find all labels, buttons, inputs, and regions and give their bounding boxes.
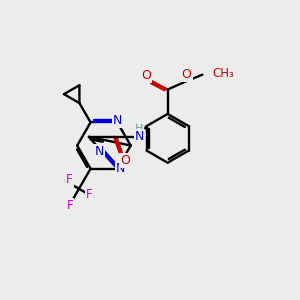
Text: F: F — [86, 188, 92, 201]
Text: O: O — [120, 154, 130, 167]
Text: F: F — [66, 173, 73, 186]
Text: H: H — [135, 124, 144, 134]
Text: CH₃: CH₃ — [213, 67, 235, 80]
Text: N: N — [135, 130, 144, 143]
Text: F: F — [67, 199, 73, 212]
Text: N: N — [95, 145, 104, 158]
Text: N: N — [116, 162, 126, 175]
Text: O: O — [141, 69, 151, 82]
Text: N: N — [112, 114, 122, 127]
Text: O: O — [182, 68, 192, 81]
